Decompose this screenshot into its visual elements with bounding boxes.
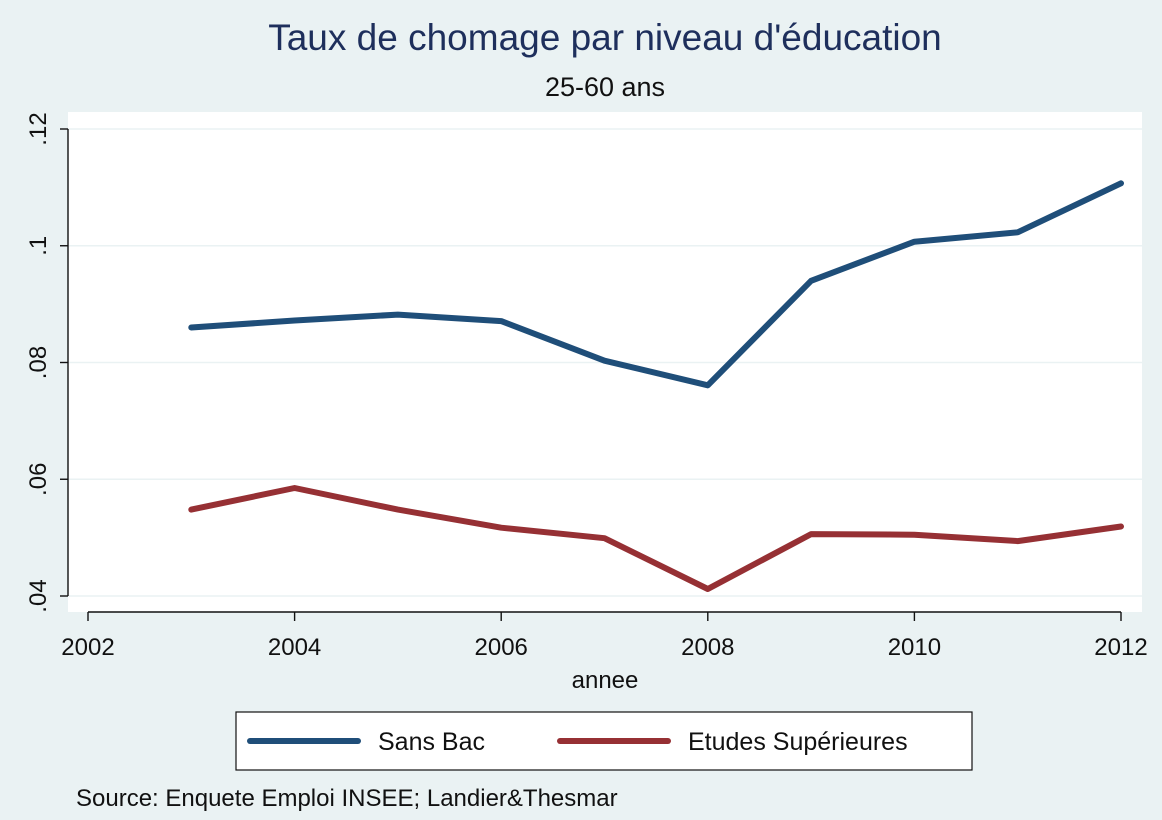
series-1-point-2004 — [292, 485, 298, 491]
series-0-point-2011 — [1015, 229, 1021, 235]
series-0-point-2012 — [1118, 180, 1124, 186]
series-0-point-2004 — [292, 317, 298, 323]
series-1-point-2010 — [911, 532, 917, 538]
series-0-point-2003 — [188, 324, 194, 330]
axes: .04 .06 .08 .1 .12 2002 2004 2006 2008 2010 2012 — [25, 112, 1148, 661]
series-0-point-2010 — [911, 239, 917, 245]
series-0-point-2005 — [395, 312, 401, 318]
x-tick-label-5: 2012 — [1094, 634, 1147, 661]
y-tick-label-2: .08 — [25, 346, 52, 379]
x-tick-label-1: 2004 — [268, 634, 321, 661]
series-1-point-2007 — [602, 535, 608, 541]
series-0-point-2006 — [498, 318, 504, 324]
legend-label-etudes-superieures: Etudes Supérieures — [688, 728, 908, 756]
x-tick-label-3: 2008 — [681, 634, 734, 661]
x-tick-label-0: 2002 — [61, 634, 114, 661]
series-0-point-2009 — [808, 278, 814, 284]
series-layer — [188, 180, 1124, 592]
x-tick-label-4: 2010 — [888, 634, 941, 661]
series-0-point-2007 — [602, 358, 608, 364]
series-line-1 — [188, 485, 1124, 592]
y-tick-label-4: .12 — [25, 112, 52, 145]
series-1-point-2012 — [1118, 524, 1124, 530]
series-1-point-2006 — [498, 525, 504, 531]
series-1-point-2011 — [1015, 538, 1021, 544]
series-1-point-2005 — [395, 507, 401, 513]
series-line-0 — [188, 180, 1124, 389]
chart-title: Taux de chomage par niveau d'éducation — [268, 17, 942, 58]
series-1-point-2003 — [188, 507, 194, 513]
y-tick-label-1: .06 — [25, 463, 52, 496]
series-1-point-2009 — [808, 531, 814, 537]
series-0-point-2008 — [705, 382, 711, 388]
y-tick-label-3: .1 — [25, 236, 52, 256]
source-note: Source: Enquete Emploi INSEE; Landier&Th… — [76, 785, 618, 812]
legend: Sans Bac Etudes Supérieures — [235, 711, 973, 771]
x-axis-label: annee — [572, 667, 639, 694]
x-tick-label-2: 2006 — [475, 634, 528, 661]
legend-label-sans-bac: Sans Bac — [378, 728, 485, 756]
chart-subtitle: 25-60 ans — [545, 72, 665, 102]
y-tick-label-0: .04 — [25, 579, 52, 612]
series-1-point-2008 — [705, 586, 711, 592]
